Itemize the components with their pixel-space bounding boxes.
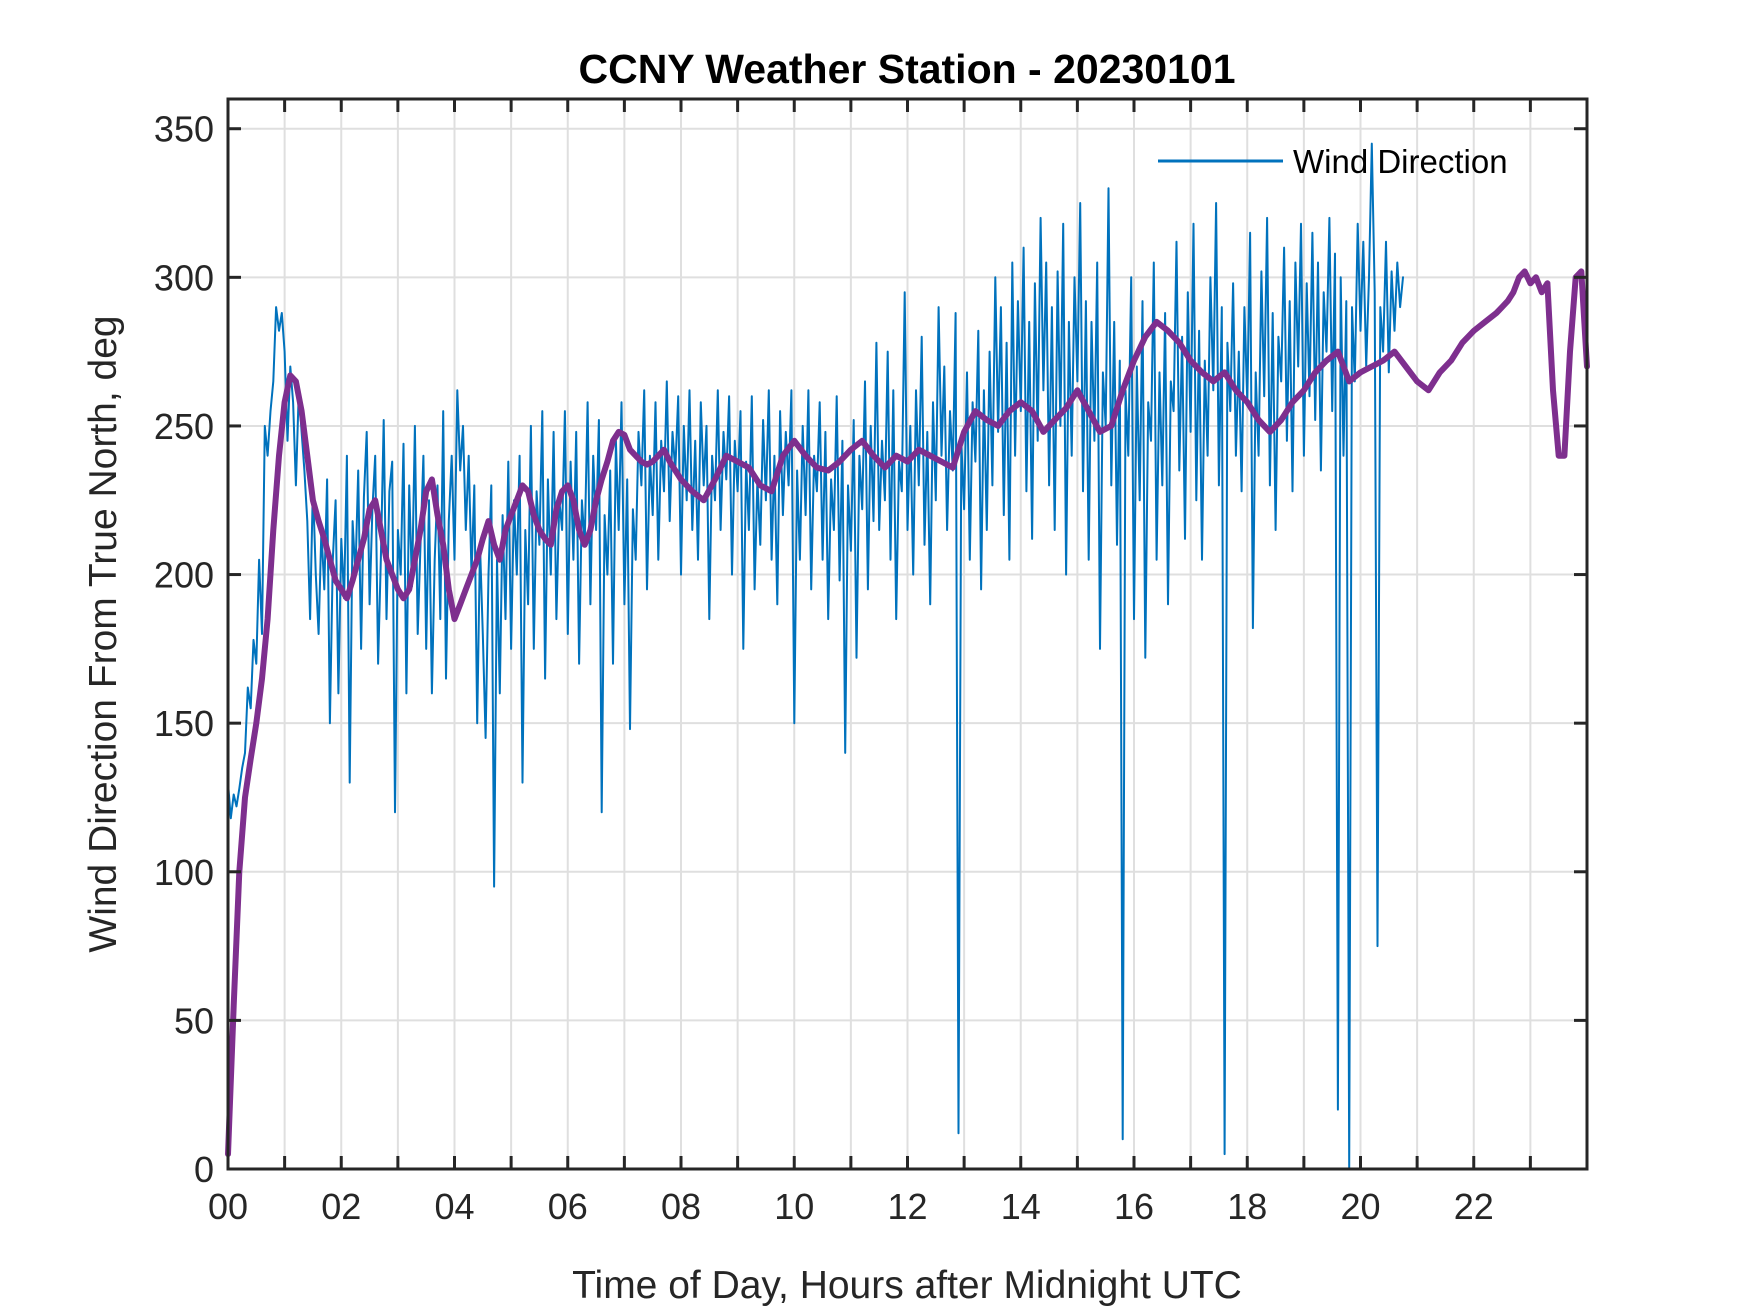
x-tick-label: 12 [887, 1186, 927, 1227]
y-tick-label: 0 [194, 1149, 214, 1190]
y-axis-label: Wind Direction From True North, deg [82, 315, 125, 952]
y-tick-label: 350 [154, 109, 214, 150]
y-tick-label: 100 [154, 852, 214, 893]
series-line-smoothed-wind-direction [225, 268, 1590, 1158]
x-axis-ticks: 00 02 04 06 08 10 12 14 16 18 20 22 [208, 99, 1532, 1227]
x-tick-label: 16 [1114, 1186, 1154, 1227]
x-tick-label: 18 [1227, 1186, 1267, 1227]
x-tick-label: 00 [208, 1186, 248, 1227]
legend: Wind Direction [1158, 143, 1508, 180]
series-line-wind-direction [227, 142, 1404, 1170]
x-tick-label: 02 [321, 1186, 361, 1227]
x-tick-label: 14 [1001, 1186, 1041, 1227]
chart-title: CCNY Weather Station - 20230101 [578, 46, 1235, 92]
y-tick-label: 250 [154, 406, 214, 447]
legend-label-wind-direction: Wind Direction [1293, 143, 1508, 180]
series-layer [225, 142, 1590, 1170]
y-tick-label: 150 [154, 703, 214, 744]
grid-lines [228, 99, 1587, 1169]
x-tick-label: 10 [774, 1186, 814, 1227]
x-tick-label: 20 [1340, 1186, 1380, 1227]
x-tick-label: 04 [434, 1186, 474, 1227]
x-tick-label: 08 [661, 1186, 701, 1227]
y-tick-label: 300 [154, 257, 214, 298]
y-tick-label: 200 [154, 555, 214, 596]
x-tick-label: 22 [1454, 1186, 1494, 1227]
x-axis-label: Time of Day, Hours after Midnight UTC [572, 1264, 1242, 1307]
y-axis-ticks: 0 50 100 150 200 250 300 350 [154, 109, 1587, 1190]
y-tick-label: 50 [174, 1000, 214, 1041]
x-tick-label: 06 [548, 1186, 588, 1227]
